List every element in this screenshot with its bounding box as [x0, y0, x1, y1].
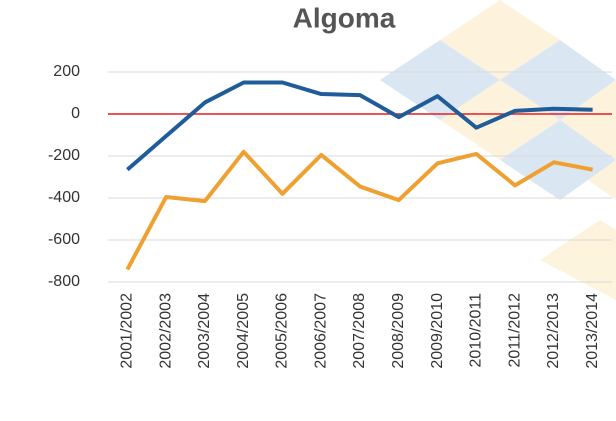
- series-line: [126, 80, 593, 172]
- x-tick-label: 2010/2011: [468, 293, 485, 368]
- y-tick-label: -800: [48, 273, 80, 290]
- x-tick-label: 2008/2009: [390, 293, 407, 369]
- y-tick-label: -400: [48, 189, 80, 206]
- x-tick-label: 2003/2004: [196, 293, 213, 369]
- x-tick-label: 2005/2006: [274, 293, 291, 369]
- y-tick-label: -600: [48, 231, 80, 248]
- x-tick-label: 2006/2007: [312, 293, 329, 369]
- y-tick-label: 200: [53, 63, 80, 80]
- series-line: [125, 149, 593, 271]
- watermark: [380, 0, 616, 300]
- x-tick-label: 2011/2012: [506, 293, 523, 368]
- y-tick-label: 0: [71, 105, 80, 122]
- y-tick-label: -200: [48, 147, 80, 164]
- x-tick-label: 2009/2010: [429, 293, 446, 369]
- x-tick-label: 2007/2008: [351, 293, 368, 369]
- x-tick-label: 2001/2002: [119, 293, 136, 369]
- x-tick-label: 2004/2005: [235, 293, 252, 369]
- x-tick-label: 2013/2014: [584, 293, 601, 369]
- chart-title: Algoma: [293, 2, 396, 33]
- x-tick-label: 2002/2003: [157, 293, 174, 369]
- x-tick-label: 2012/2013: [545, 293, 562, 369]
